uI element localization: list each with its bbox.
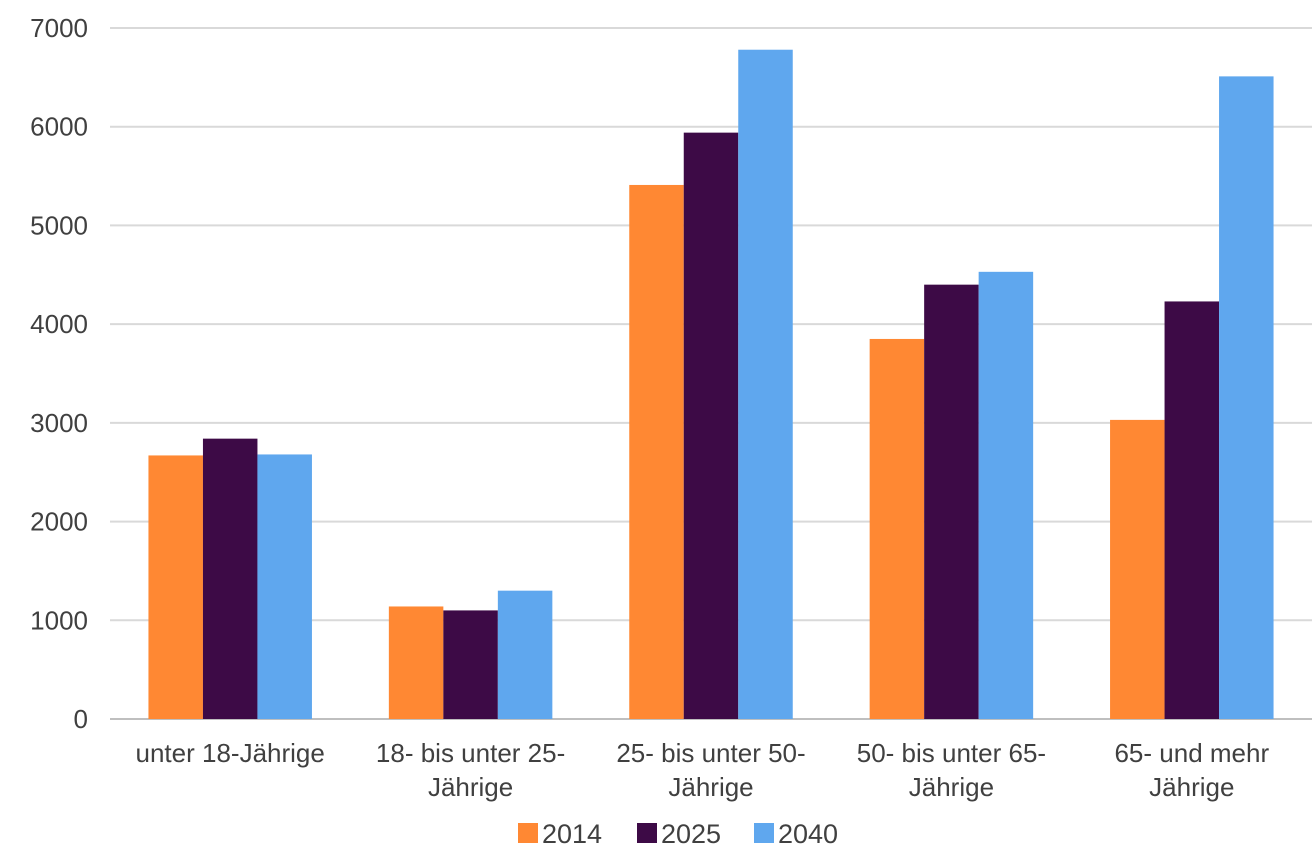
x-category-label: Jährige	[428, 772, 513, 802]
y-tick-label: 5000	[30, 210, 88, 240]
x-category-label: unter 18-Jährige	[136, 738, 325, 768]
bar-2014-1	[388, 606, 444, 719]
x-category-label: Jährige	[909, 772, 994, 802]
legend-label: 2014	[542, 819, 602, 849]
bar-2014-0	[148, 455, 203, 719]
y-tick-label: 3000	[30, 408, 88, 438]
x-category-label: Jährige	[668, 772, 753, 802]
bar-2025-2	[683, 132, 739, 719]
y-tick-label: 1000	[30, 605, 88, 635]
legend-label: 2025	[661, 819, 721, 849]
bar-2025-1	[443, 610, 498, 719]
y-tick-label: 4000	[30, 309, 88, 339]
bar-2025-3	[924, 284, 979, 719]
legend-swatch-2040	[754, 823, 774, 843]
x-category-label: 65- und mehr	[1114, 738, 1269, 768]
y-tick-label: 7000	[30, 13, 88, 43]
legend-swatch-2014	[518, 823, 538, 843]
legend-swatch-2025	[637, 823, 657, 843]
bar-2040-2	[738, 49, 793, 719]
bar-2040-0	[257, 454, 312, 719]
x-category-label: 25- bis unter 50-	[616, 738, 805, 768]
bar-2040-4	[1219, 76, 1274, 720]
x-category-label: 18- bis unter 25-	[376, 738, 565, 768]
x-category-label: Jährige	[1149, 772, 1234, 802]
bar-2025-4	[1164, 301, 1220, 719]
bar-2040-1	[497, 590, 553, 719]
x-category-label: 50- bis unter 65-	[857, 738, 1046, 768]
bar-2040-3	[978, 271, 1034, 719]
y-tick-label: 2000	[30, 507, 88, 537]
bar-2014-2	[629, 184, 684, 720]
y-tick-label: 6000	[30, 112, 88, 142]
bar-2014-4	[1110, 419, 1165, 719]
bar-2025-0	[202, 438, 258, 719]
legend-label: 2040	[778, 819, 838, 849]
bar-2014-3	[869, 338, 925, 719]
y-tick-label: 0	[74, 704, 88, 734]
